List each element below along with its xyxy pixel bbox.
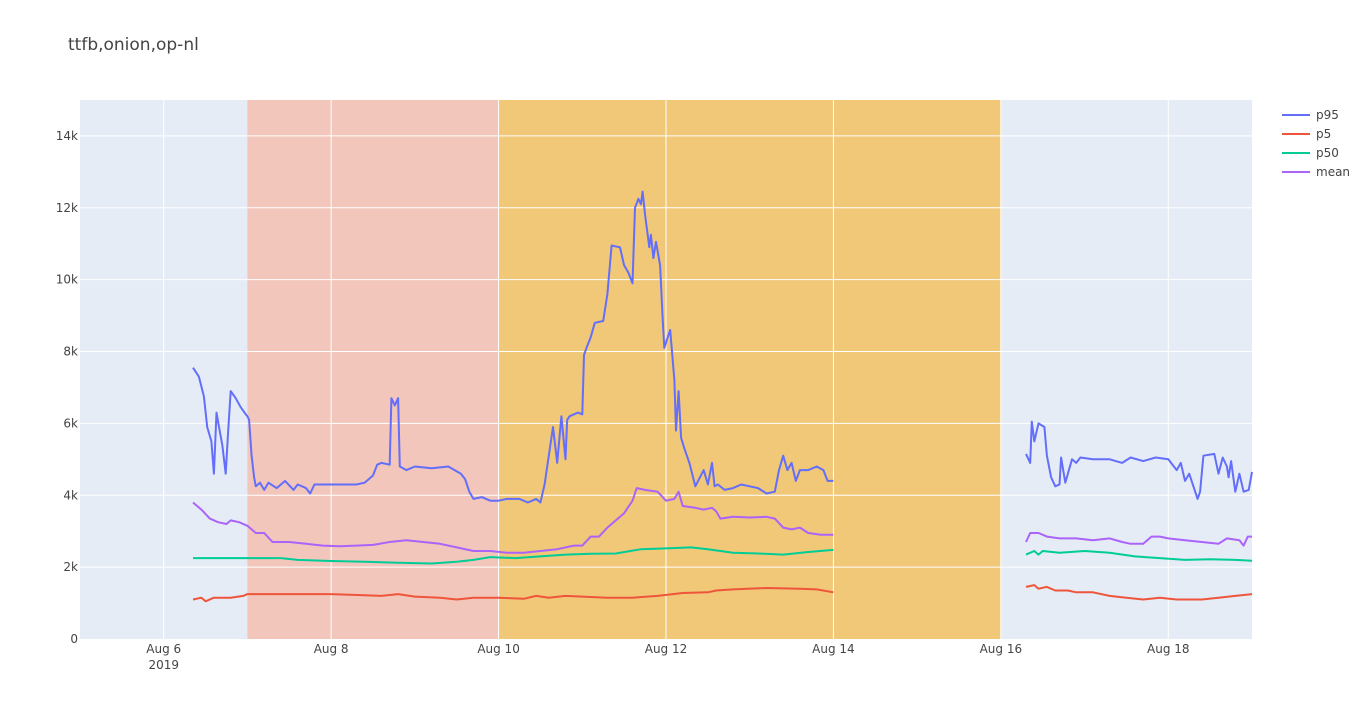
y-axis: 0 2k 4k 6k 8k 10k 12k 14k — [56, 129, 78, 646]
shaded-region — [247, 100, 499, 639]
legend-item-p95[interactable]: p95 — [1282, 108, 1339, 122]
series-line-p95 — [192, 190, 834, 504]
gridlines — [80, 100, 1252, 639]
series-line-p5 — [1025, 584, 1253, 601]
series-line-p50 — [193, 546, 834, 565]
x-tick-label: Aug 18 — [1147, 642, 1190, 656]
x-tick-label: Aug 6 — [146, 642, 181, 656]
shaded-regions — [247, 100, 1001, 639]
legend-label: p95 — [1316, 108, 1339, 122]
legend-item-p50[interactable]: p50 — [1282, 146, 1339, 160]
y-tick-label: 6k — [63, 416, 78, 430]
x-tick-label: Aug 12 — [645, 642, 688, 656]
legend[interactable]: p95 p5 p50 mean — [1282, 108, 1350, 179]
legend-item-p5[interactable]: p5 — [1282, 127, 1331, 141]
x-axis: Aug 6 2019 Aug 8 Aug 10 Aug 12 Aug 14 Aug 16 Au… — [146, 642, 1189, 672]
series-lines — [192, 190, 1253, 603]
x-tick-label: Aug 10 — [477, 642, 520, 656]
x-tick-label: Aug 14 — [812, 642, 855, 656]
series-line-p50 — [1025, 550, 1253, 562]
series-line-mean — [192, 487, 834, 554]
y-tick-label: 8k — [63, 345, 78, 359]
series-line-p5 — [192, 587, 834, 603]
legend-label: p5 — [1316, 127, 1331, 141]
x-tick-label: Aug 8 — [314, 642, 349, 656]
y-tick-label: 12k — [56, 201, 78, 215]
series-line-p95 — [1025, 420, 1253, 500]
y-tick-label: 10k — [56, 273, 78, 287]
legend-label: mean — [1316, 165, 1350, 179]
shaded-region — [498, 100, 1001, 639]
y-tick-label: 2k — [63, 560, 78, 574]
x-tick-sublabel: 2019 — [148, 658, 179, 672]
legend-label: p50 — [1316, 146, 1339, 160]
y-tick-label: 0 — [70, 632, 78, 646]
x-tick-label: Aug 16 — [980, 642, 1023, 656]
chart-title: ttfb,onion,op-nl — [68, 35, 199, 55]
series-line-mean — [1025, 532, 1252, 547]
y-tick-label: 14k — [56, 129, 78, 143]
legend-item-mean[interactable]: mean — [1282, 165, 1350, 179]
y-tick-label: 4k — [63, 488, 78, 502]
